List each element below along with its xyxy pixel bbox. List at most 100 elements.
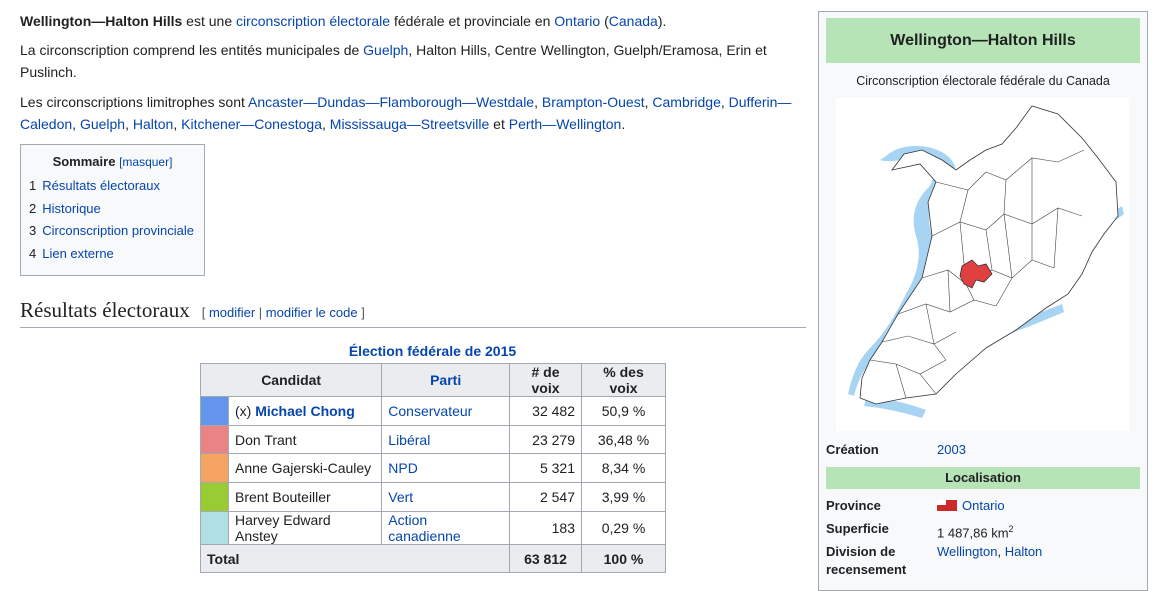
- province-label: Province: [826, 498, 881, 513]
- neighbours-paragraph: Les circonscriptions limitrophes sont An…: [20, 94, 792, 132]
- candidate-cell: Anne Gajerski-Cauley: [227, 453, 383, 484]
- toc-title: Sommaire: [52, 154, 116, 169]
- total-row: Total 63 812 100 %: [200, 543, 666, 574]
- party-cell[interactable]: Action canadienne: [381, 510, 510, 545]
- header-party[interactable]: Parti: [381, 363, 510, 397]
- header-candidate: Candidat: [199, 363, 383, 397]
- candidate-link[interactable]: Michael Chong: [255, 402, 355, 419]
- link-neighbour[interactable]: Perth—Wellington: [508, 116, 622, 132]
- votes-cell: 183: [509, 510, 582, 545]
- party-cell[interactable]: Vert: [381, 482, 510, 512]
- link-neighbour[interactable]: Halton: [132, 116, 174, 132]
- link-neighbour[interactable]: Ancaster—Dundas—Flamborough—Westdale: [248, 94, 535, 110]
- section-edit-links: [ modifier | modifier le code ]: [201, 305, 365, 320]
- votes-cell: 32 482: [509, 396, 582, 426]
- votes-cell: 5 321: [509, 453, 582, 484]
- table-row: Brent Bouteiller Vert 2 547 3,99 %: [200, 482, 666, 512]
- creation-label: Création: [826, 442, 879, 457]
- pct-cell: 50,9 %: [581, 396, 666, 426]
- riding-highlight: [959, 259, 993, 289]
- header-pct: % des voix: [581, 363, 666, 397]
- infobox-title: Wellington—Halton Hills: [826, 18, 1140, 63]
- location-map[interactable]: [836, 98, 1129, 431]
- candidate-name: Don Trant: [235, 431, 297, 448]
- ontario-flag-icon: [937, 500, 957, 511]
- localisation-section-header: Localisation: [826, 467, 1140, 489]
- division-label: Division de recensement: [826, 544, 907, 577]
- table-row: Harvey Edward Anstey Action canadienne 183…: [200, 510, 666, 545]
- link-circonscription[interactable]: circonscription électorale: [236, 13, 391, 29]
- table-of-contents: Sommaire [masquer] 1 Résultats électoraux…: [20, 144, 205, 276]
- link-guelph[interactable]: Guelph: [363, 42, 409, 58]
- votes-cell: 2 547: [509, 482, 582, 512]
- party-cell[interactable]: Libéral: [381, 424, 510, 455]
- creation-value-link[interactable]: 2003: [937, 442, 966, 457]
- division-link-halton[interactable]: Halton: [1004, 544, 1043, 559]
- party-link[interactable]: Vert: [388, 488, 414, 505]
- party-color-swatch: [200, 453, 229, 484]
- toc-header: Sommaire [masquer]: [29, 153, 196, 171]
- table-row: (x) Michael Chong Conservateur 32 482 50,9 …: [200, 396, 666, 426]
- toc-item[interactable]: 2 Historique: [29, 200, 101, 216]
- candidate-cell: Don Trant: [227, 424, 383, 455]
- party-cell[interactable]: NPD: [381, 453, 510, 484]
- toc-item[interactable]: 4 Lien externe: [29, 245, 114, 261]
- toc-link[interactable]: Lien externe: [42, 245, 114, 261]
- link-neighbour[interactable]: Cambridge: [652, 94, 721, 110]
- riding-boundaries: [869, 149, 1085, 399]
- party-link[interactable]: Action canadienne: [388, 511, 461, 544]
- party-color-swatch: [200, 482, 229, 512]
- party-cell[interactable]: Conservateur: [381, 396, 510, 426]
- link-canada[interactable]: Canada: [608, 13, 658, 29]
- edit-link[interactable]: modifier: [208, 305, 256, 320]
- link-neighbour[interactable]: Mississauga—Streetsville: [329, 116, 490, 132]
- edit-code-link[interactable]: modifier le code: [265, 305, 358, 320]
- party-color-swatch: [200, 396, 229, 426]
- results-table: Candidat Parti # de voix % des voix (x) …: [199, 363, 666, 574]
- party-color-swatch: [200, 510, 229, 545]
- candidate-cell: Harvey Edward Anstey: [227, 510, 383, 545]
- party-link[interactable]: NPD: [388, 460, 418, 477]
- link-neighbour[interactable]: Brampton-Ouest: [541, 94, 645, 110]
- superficie-label: Superficie: [826, 521, 889, 536]
- candidate-cell: Brent Bouteiller: [227, 482, 383, 512]
- candidate-name: Harvey Edward Anstey: [235, 511, 331, 544]
- article-subject: Wellington—Halton Hills: [20, 13, 183, 29]
- candidate-name: Anne Gajerski-Cauley: [235, 460, 372, 477]
- section-heading: Résultats électoraux [ modifier | modifie…: [20, 298, 806, 328]
- toc-toggle-link[interactable]: [masquer]: [119, 155, 173, 169]
- table-row: Anne Gajerski-Cauley NPD 5 321 8,34 %: [200, 453, 666, 484]
- intro-paragraph: Wellington—Halton Hills est une circonsc…: [20, 13, 667, 29]
- toc-link[interactable]: Historique: [42, 200, 101, 216]
- votes-cell: 23 279: [509, 424, 582, 455]
- toc-link[interactable]: Résultats électoraux: [42, 178, 161, 193]
- ontario-riding-map: [848, 105, 1124, 418]
- results-caption[interactable]: Élection fédérale de 2015: [348, 343, 517, 359]
- pct-cell: 3,99 %: [581, 482, 666, 512]
- superficie-value: 1 487,86 km2: [937, 524, 1014, 541]
- toc-item[interactable]: 3 Circonscription provinciale: [29, 223, 194, 239]
- header-votes: # de voix: [509, 363, 582, 397]
- link-neighbour[interactable]: Guelph: [79, 116, 126, 132]
- division-link-wellington[interactable]: Wellington: [937, 544, 998, 559]
- toc-link[interactable]: Circonscription provinciale: [42, 223, 194, 239]
- table-row: Don Trant Libéral 23 279 36,48 %: [200, 424, 666, 455]
- section-title: Résultats électoraux: [20, 298, 190, 322]
- table-header-row: Candidat Parti # de voix % des voix: [199, 363, 666, 397]
- toc-item[interactable]: 1 Résultats électoraux: [29, 178, 161, 193]
- pct-cell: 36,48 %: [581, 424, 666, 455]
- total-label: Total: [200, 543, 510, 574]
- pct-cell: 0,29 %: [581, 510, 666, 545]
- party-link[interactable]: Conservateur: [388, 402, 473, 419]
- link-ontario[interactable]: Ontario: [554, 13, 601, 29]
- candidate-cell: (x) Michael Chong: [227, 396, 383, 426]
- municipalities-paragraph: La circonscription comprend les entités …: [20, 42, 767, 80]
- link-neighbour[interactable]: Dufferin—Caledon: [20, 94, 792, 132]
- pct-cell: 8,34 %: [581, 453, 666, 484]
- link-neighbour[interactable]: Kitchener—Conestoga: [181, 116, 322, 132]
- province-value-link[interactable]: Ontario: [962, 498, 1005, 513]
- infobox: Wellington—Halton Hills Circonscription …: [818, 11, 1148, 591]
- total-pct: 100 %: [581, 543, 666, 574]
- party-link[interactable]: Libéral: [388, 431, 431, 448]
- infobox-subtitle: Circonscription électorale fédérale du C…: [856, 74, 1110, 88]
